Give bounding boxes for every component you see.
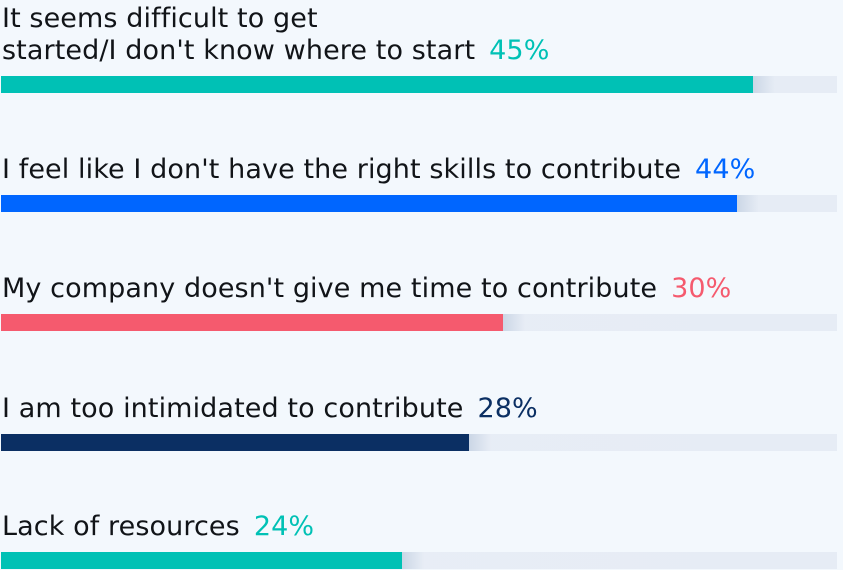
bar-shadow-0 [753, 76, 775, 93]
value-label-2: 30% [671, 273, 732, 304]
bar-shadow-3 [469, 434, 491, 451]
value-label-1: 44% [695, 154, 756, 185]
bar-shadow-4 [402, 552, 424, 569]
bar-4 [1, 552, 402, 569]
bar-shadow-1 [737, 195, 759, 212]
bar-track-1 [1, 195, 837, 212]
bar-label-1: I feel like I don't have the right skill… [2, 154, 755, 186]
value-label-0: 45% [489, 35, 550, 66]
bar-item-2: My company doesn't give me time to contr… [0, 240, 843, 331]
bar-track-3 [1, 434, 837, 451]
bar-1 [1, 195, 737, 212]
category-label-3: I am too intimidated to contribute [2, 393, 464, 424]
category-label-2: My company doesn't give me time to contr… [2, 273, 658, 304]
bar-track-4 [1, 552, 837, 569]
bar-label-2: My company doesn't give me time to contr… [2, 273, 731, 305]
value-label-4: 24% [253, 511, 315, 542]
category-label-4: Lack of resources [2, 511, 240, 542]
bar-label-4: Lack of resources 24% [2, 511, 314, 543]
bar-track-0 [1, 76, 837, 93]
bar-track-2 [1, 314, 837, 331]
bar-item-4: Lack of resources 24% [0, 478, 843, 569]
bar-item-3: I am too intimidated to contribute 28% [0, 360, 843, 451]
bar-3 [1, 434, 469, 451]
category-label-0: It seems difficult to get started/I don'… [2, 3, 476, 66]
bar-shadow-2 [503, 314, 525, 331]
category-label-1: I feel like I don't have the right skill… [2, 154, 682, 185]
bar-label-0: It seems difficult to get started/I don'… [2, 3, 549, 67]
bar-item-1: I feel like I don't have the right skill… [0, 120, 843, 212]
bar-item-0: It seems difficult to get started/I don'… [0, 0, 843, 93]
value-label-3: 28% [477, 393, 538, 424]
bar-2 [1, 314, 503, 331]
bar-label-3: I am too intimidated to contribute 28% [2, 393, 538, 425]
bar-0 [1, 76, 753, 93]
